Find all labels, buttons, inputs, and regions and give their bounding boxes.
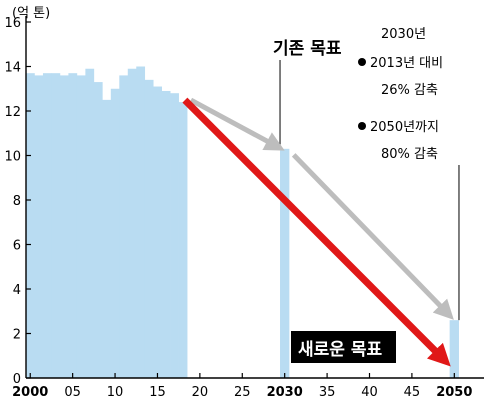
x-tick-label-2020: 20 <box>192 385 209 400</box>
bar-2003 <box>51 73 61 379</box>
bar-2006 <box>76 75 86 379</box>
bar-2017 <box>170 93 179 378</box>
x-ticks: 2000 05 10 15 20 25 2030 35 40 45 2050 <box>12 373 472 400</box>
target-2050-line2: 80% 감축 <box>381 147 438 162</box>
y-tick-label-6: 6 <box>13 239 21 254</box>
bar-2002 <box>42 73 52 379</box>
old-target-label: 기존 목표 <box>273 39 342 59</box>
reduction-paths <box>182 97 454 367</box>
y-tick-label-2: 2 <box>13 328 21 343</box>
target-bar-2050 <box>449 320 459 378</box>
bar-2018 <box>178 102 188 378</box>
x-tick-label-2000: 2000 <box>12 385 48 400</box>
bar-2005 <box>68 73 78 379</box>
bullet-2030 <box>358 58 366 66</box>
target-2050-line1: 2050년까지 <box>370 120 439 135</box>
new-target-label: 새로운 목표 <box>298 340 382 360</box>
bar-2009 <box>102 99 112 378</box>
annotations: 기존 목표 2030년 2013년 대비 26% 감축 2050년까지 80% … <box>273 27 443 363</box>
target-bar-2030 <box>280 148 290 378</box>
new-target-label-bg <box>291 331 396 363</box>
y-tick-label-8: 8 <box>13 194 21 209</box>
bar-2011 <box>119 75 129 379</box>
x-tick-label-2030: 2030 <box>267 385 303 400</box>
new-path-arrow <box>182 97 451 367</box>
y-tick-label-12: 12 <box>4 105 21 120</box>
y-tick-label-14: 14 <box>4 61 21 76</box>
x-tick-label-2015: 15 <box>149 385 166 400</box>
y-tick-label-10: 10 <box>4 150 21 165</box>
bar-2015 <box>153 86 163 379</box>
bar-2013 <box>136 66 146 378</box>
old-path-segment-2 <box>291 153 454 320</box>
x-tick-label-2045: 45 <box>404 385 421 400</box>
bullet-2050 <box>358 122 366 130</box>
bar-2001 <box>34 75 44 379</box>
bar-2010 <box>110 88 120 378</box>
x-tick-label-2040: 40 <box>361 385 378 400</box>
y-tick-label-0: 0 <box>13 372 21 387</box>
bar-2008 <box>93 82 103 378</box>
x-tick-label-2005: 05 <box>64 385 81 400</box>
target-2030-line2: 26% 감축 <box>381 83 438 98</box>
historical-bars <box>26 66 188 379</box>
old-path-segment-1 <box>189 97 285 151</box>
bar-2007 <box>85 68 95 378</box>
y-tick-label-4: 4 <box>13 283 21 298</box>
bar-2014 <box>144 79 154 378</box>
y-tick-label-16: 16 <box>4 16 21 31</box>
target-2030-line1: 2013년 대비 <box>370 56 443 71</box>
x-tick-label-2010: 10 <box>107 385 124 400</box>
bar-2004 <box>59 75 69 379</box>
bar-2016 <box>161 90 171 378</box>
bar-2000 <box>26 73 35 379</box>
x-tick-label-2025: 25 <box>234 385 251 400</box>
target-bars <box>280 148 459 378</box>
target-2030-title: 2030년 <box>381 27 426 42</box>
x-tick-label-2050: 2050 <box>436 385 472 400</box>
bar-2012 <box>127 68 137 378</box>
x-tick-label-2035: 35 <box>319 385 336 400</box>
y-ticks: 0 2 4 6 8 10 12 14 16 <box>4 16 31 387</box>
y-axis-unit-label: (억 톤) <box>12 6 50 21</box>
